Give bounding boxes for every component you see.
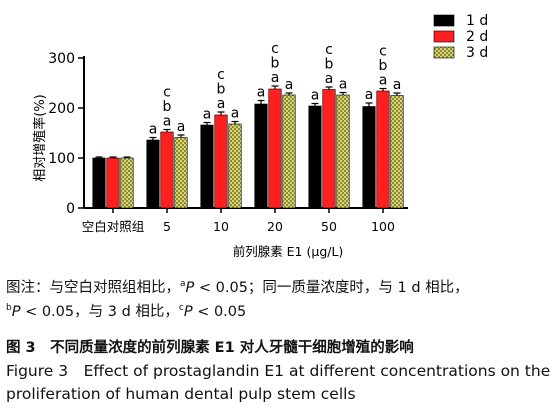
y-tick-label: 100 [48,151,75,167]
significance-label: c [271,41,279,57]
bar [282,94,296,209]
note-p-2: P [11,304,21,320]
note-p-1: P [185,280,195,296]
x-axis-label: 前列腺素 E1 (μg/L) [233,244,344,259]
significance-label: a [163,114,172,130]
significance-label: a [177,119,186,135]
note-text-4: < 0.05 [192,304,247,320]
bar [92,157,106,209]
figure-title-english: Figure 3 Effect of prostaglandin E1 at d… [6,362,551,403]
bar [174,137,188,209]
bar [228,123,242,209]
x-tick-label: 50 [321,219,337,234]
bar [214,114,228,209]
note-line-1: 图注：与空白对照组相比，aP < 0.05；同一质量浓度时，与 1 d 相比， [6,276,554,300]
significance-label: a [149,122,158,138]
legend-label: 2 d [466,29,488,45]
significance-label: b [163,99,172,115]
x-tick-label: 空白对照组 [82,219,145,234]
note-text-1: 图注：与空白对照组相比， [6,280,180,296]
significance-label: a [365,87,374,103]
figure-note: 图注：与空白对照组相比，aP < 0.05；同一质量浓度时，与 1 d 相比， … [6,276,554,324]
significance-label: c [217,67,225,83]
bar [336,94,350,209]
bar [268,88,282,209]
significance-label: b [379,58,388,74]
note-line-2: bP < 0.05，与 3 d 相比，cP < 0.05 [6,300,554,324]
note-sup-a: a [180,279,186,290]
legend-swatch [433,30,455,43]
note-text-3: < 0.05，与 3 d 相比， [20,304,179,320]
bar [146,139,160,209]
bar [308,105,322,209]
significance-label: c [379,44,387,60]
significance-label: a [311,88,320,104]
legend-label: 3 d [466,45,488,61]
note-sup-b: b [6,303,12,314]
y-tick-label: 300 [48,51,75,67]
bar [390,95,404,209]
legend-swatch [433,14,455,27]
significance-label: a [231,106,240,122]
significance-label: a [393,77,402,93]
significance-label: b [325,57,334,73]
significance-label: b [271,56,280,72]
bar [376,90,390,209]
note-text-2: < 0.05；同一质量浓度时，与 1 d 相比， [194,280,469,296]
x-tick-label: 100 [371,219,395,234]
significance-label: a [203,107,212,123]
significance-label: a [339,77,348,93]
significance-label: a [257,85,266,101]
significance-label: a [379,73,388,89]
bar [254,103,268,209]
y-axis-label: 相对增殖率(%) [32,94,48,182]
significance-label: c [163,85,171,101]
bar [322,89,336,209]
note-p-3: P [183,304,193,320]
legend: 1 d2 d3 d [433,13,488,61]
significance-label: c [325,42,333,58]
note-sup-c: c [178,303,184,314]
x-tick-label: 5 [163,219,171,234]
bar [120,157,134,209]
legend-label: 1 d [466,13,488,29]
x-tick-label: 20 [267,219,283,234]
bar [106,157,120,209]
significance-label: a [285,77,294,93]
significance-label: a [217,96,226,112]
bar [200,124,214,209]
x-tick-label: 10 [213,219,229,234]
legend-swatch [433,46,455,59]
significance-label: a [325,71,334,87]
y-tick-label: 200 [48,101,75,117]
y-tick-label: 0 [66,201,75,217]
significance-label: a [271,70,280,86]
significance-label: b [217,82,226,98]
bar [362,106,376,209]
bar [160,131,174,209]
figure-title-chinese: 图 3 不同质量浓度的前列腺素 E1 对人牙髓干细胞增殖的影响 [6,340,414,356]
